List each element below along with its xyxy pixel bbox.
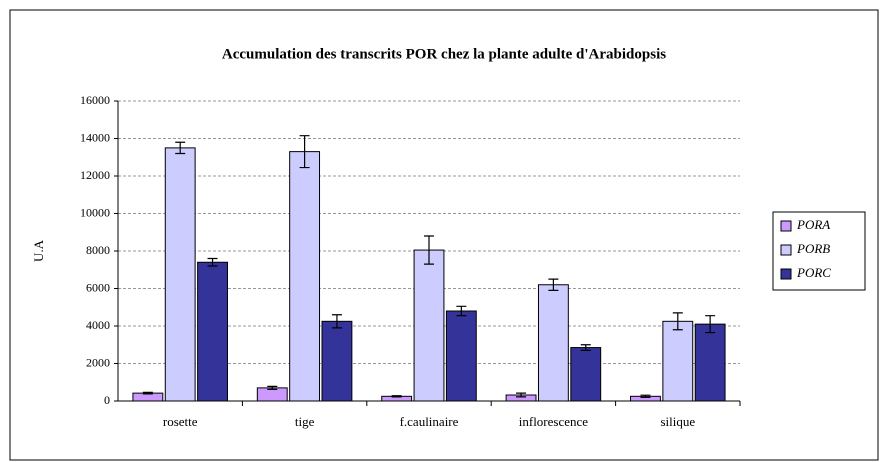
legend-label: PORC <box>796 265 831 280</box>
y-tick-label: 10000 <box>80 205 110 219</box>
error-bar <box>456 305 467 317</box>
error-bar <box>207 257 218 267</box>
legend-swatch <box>780 244 792 256</box>
bar <box>537 284 569 402</box>
error-bar <box>548 278 559 291</box>
y-axis-label: U.A <box>31 239 46 262</box>
y-tick-label: 14000 <box>80 130 110 144</box>
y-tick-label: 0 <box>104 393 110 407</box>
error-bar <box>331 314 342 329</box>
legend-swatch <box>780 268 792 280</box>
y-tick-label: 16000 <box>80 93 110 107</box>
bar <box>289 151 321 402</box>
y-tick-label: 2000 <box>86 355 110 369</box>
bar <box>321 320 353 402</box>
error-bar <box>267 385 278 390</box>
y-tick-label: 4000 <box>86 318 110 332</box>
error-bar <box>580 344 591 351</box>
legend-swatch <box>780 220 792 232</box>
x-tick-label: f.caulinaire <box>400 414 459 429</box>
error-bar <box>391 395 402 398</box>
legend-label: PORA <box>796 217 830 232</box>
chart-title: Accumulation des transcrits POR chez la … <box>222 46 666 62</box>
error-bar <box>672 312 683 331</box>
bar <box>570 347 602 402</box>
error-bar <box>175 141 186 155</box>
bar <box>164 147 196 402</box>
x-tick-label: silique <box>660 414 695 429</box>
error-bar <box>299 135 310 169</box>
bar <box>197 261 228 402</box>
error-bar <box>516 392 527 398</box>
y-tick-label: 6000 <box>86 280 110 294</box>
y-tick-label: 12000 <box>80 168 110 182</box>
x-tick-label: rosette <box>163 414 198 429</box>
error-bar <box>142 391 153 395</box>
bar <box>662 320 694 402</box>
x-tick-label: tige <box>295 414 315 429</box>
bar <box>694 323 726 402</box>
error-bar <box>640 394 651 399</box>
error-bar <box>705 315 716 334</box>
error-bar <box>424 235 434 265</box>
bar <box>445 310 477 402</box>
y-tick-label: 8000 <box>86 243 110 257</box>
x-tick-label: inflorescence <box>519 414 589 429</box>
bar <box>413 249 445 402</box>
legend-label: PORB <box>796 241 830 256</box>
